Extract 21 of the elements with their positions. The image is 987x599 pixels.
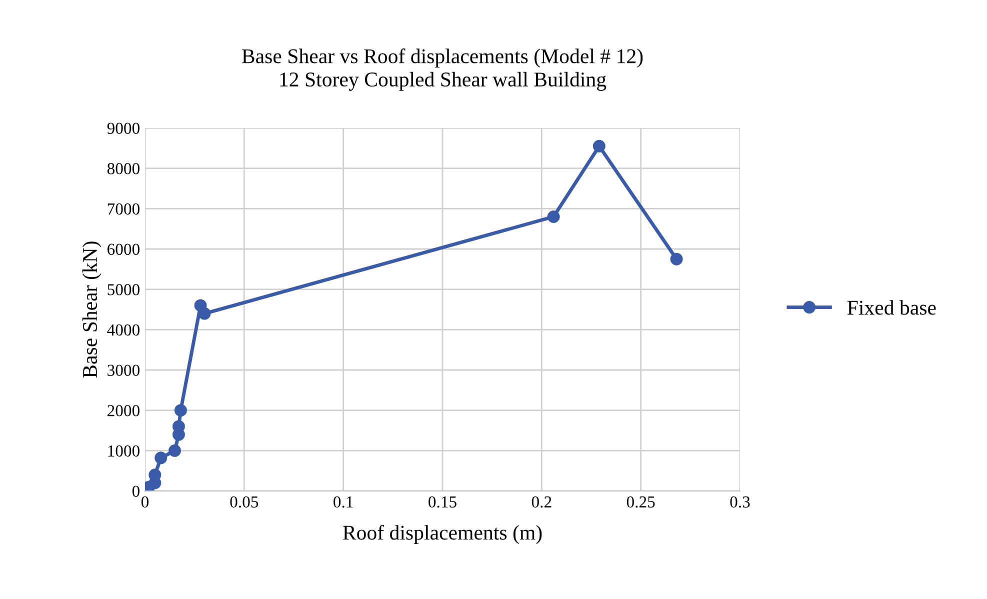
y-tick-label: 1000 xyxy=(108,445,140,457)
x-tick-label: 0.15 xyxy=(428,496,456,508)
legend-label: Fixed base xyxy=(847,300,936,315)
y-tick-label: 9000 xyxy=(107,122,140,134)
x-tick-label: 0.1 xyxy=(334,496,353,508)
chart-title: Base Shear vs Roof displacements (Model # 12) 12 Storey Coupled Shear wall Building xyxy=(242,48,643,91)
y-tick-label: 7000 xyxy=(108,203,140,215)
x-axis-title: Roof displacements (m) xyxy=(343,524,542,544)
y-tick-label: 0 xyxy=(132,486,140,497)
y-tick-label: 6000 xyxy=(108,244,140,255)
y-tick-label: 3000 xyxy=(108,364,140,376)
x-tick-label: 0.25 xyxy=(626,496,655,508)
x-tick-label: 0.2 xyxy=(532,496,552,508)
y-tick-label: 8000 xyxy=(107,163,140,174)
x-tick-label: 0 xyxy=(141,496,149,508)
x-tick-label: 0.3 xyxy=(730,496,750,508)
y-axis-title: Base Shear (kN) xyxy=(82,242,102,378)
x-tick-label: 0.05 xyxy=(230,496,258,508)
y-tick-label: 5000 xyxy=(108,284,140,296)
y-tick-label: 4000 xyxy=(107,324,140,336)
y-tick-label: 2000 xyxy=(108,405,140,416)
